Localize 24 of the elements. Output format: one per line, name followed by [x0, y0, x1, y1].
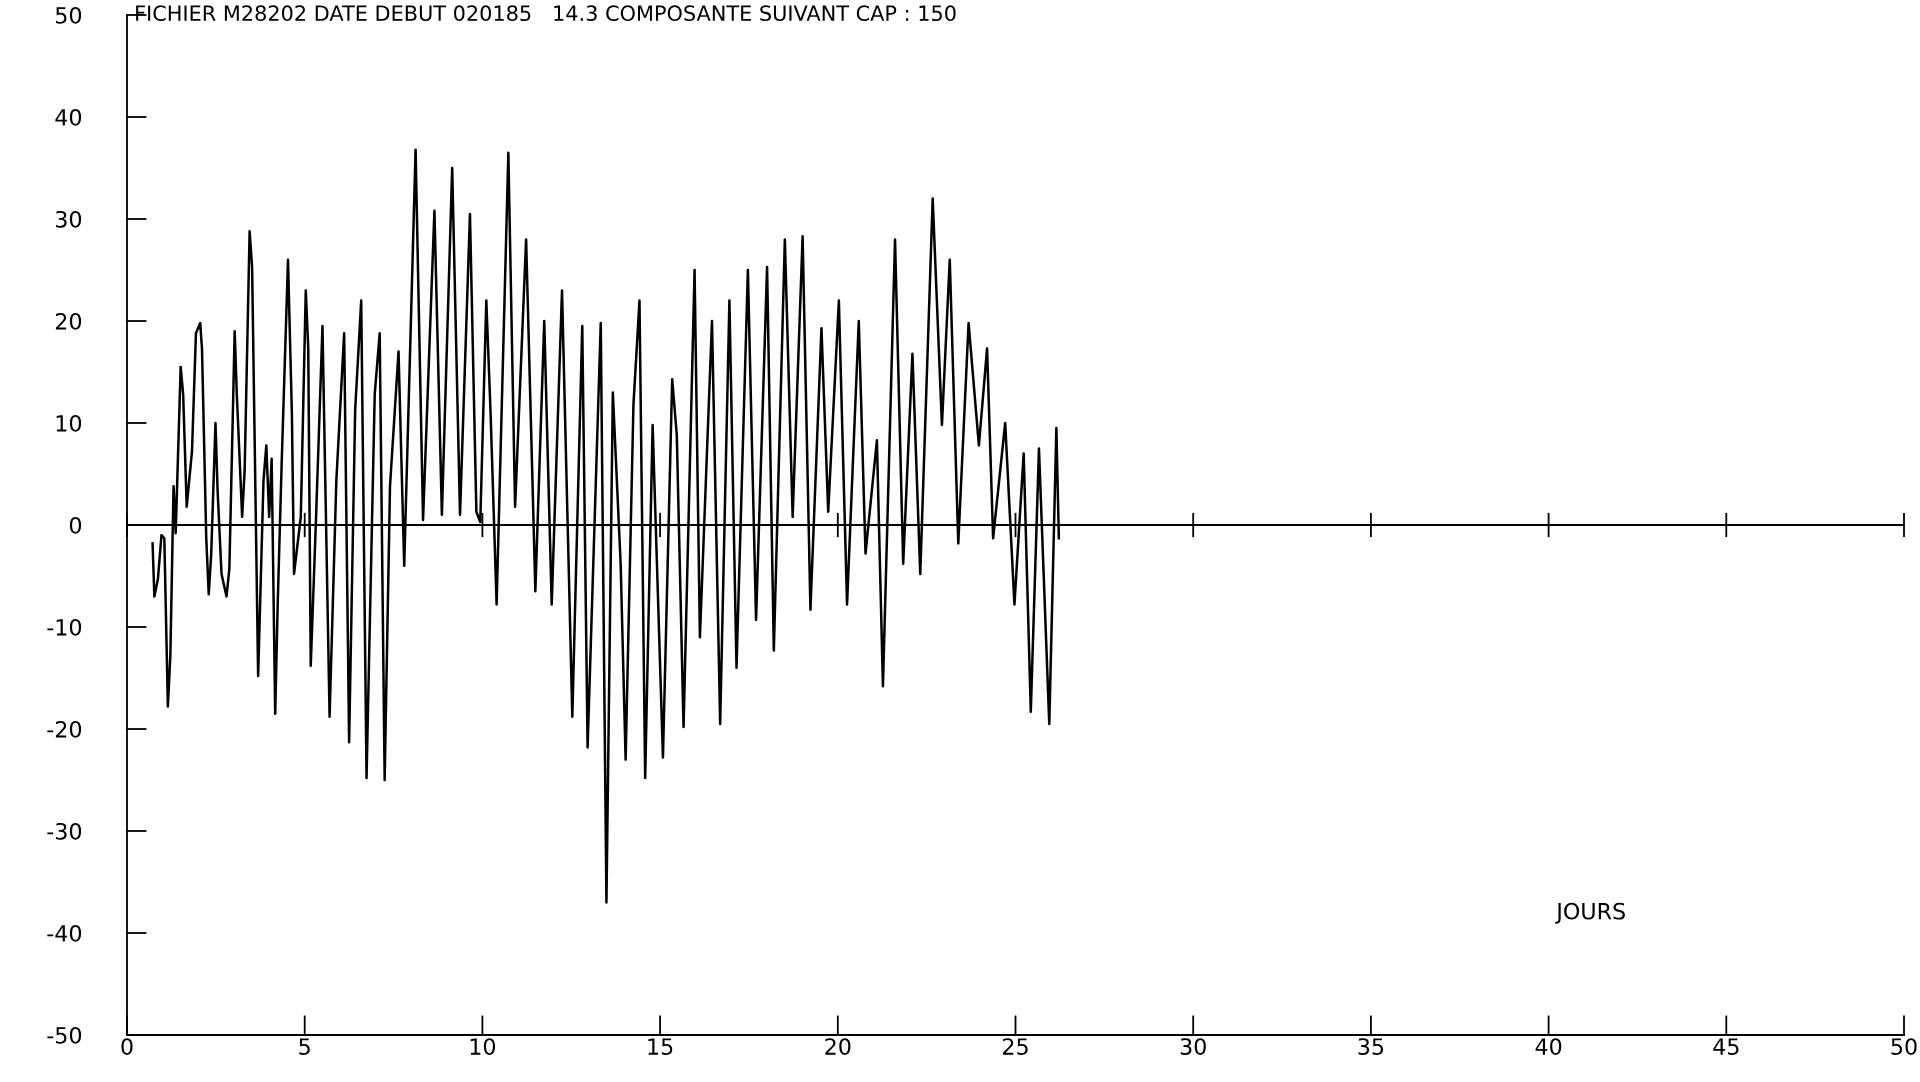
x-tick-label: 30	[1180, 1038, 1206, 1055]
y-tick-label: 0	[69, 516, 82, 534]
y-tick-label: 10	[56, 414, 82, 432]
x-tick-label: 20	[825, 1038, 851, 1055]
x-tick-label: 0	[121, 1038, 133, 1055]
x-tick-label: 40	[1535, 1038, 1562, 1055]
y-tick-label: -50	[47, 1026, 82, 1044]
x-tick-label: 50	[1891, 1038, 1917, 1055]
y-tick-label: -20	[47, 720, 82, 738]
y-tick-label: 40	[55, 108, 82, 126]
x-tick-label: 45	[1713, 1038, 1739, 1055]
y-tick-label: 20	[55, 312, 82, 330]
y-tick-label: -30	[47, 822, 82, 840]
y-tick-label: 30	[55, 210, 82, 228]
y-tick-label: -10	[47, 618, 82, 636]
y-tick-label: -40	[47, 924, 82, 942]
x-axis-title: JOURS	[1555, 902, 1625, 924]
x-tick-label: 35	[1358, 1038, 1384, 1055]
x-tick-label: 10	[470, 1038, 496, 1055]
chart-title: FICHIER M28202 DATE DEBUT 020185 14.3 COMPOSANTE SUIVANT CAP : 150	[136, 5, 956, 22]
x-tick-label: 5	[299, 1038, 310, 1055]
y-tick-label: 50	[55, 6, 82, 24]
x-tick-label: 25	[1002, 1038, 1028, 1055]
x-tick-label: 15	[648, 1038, 673, 1055]
